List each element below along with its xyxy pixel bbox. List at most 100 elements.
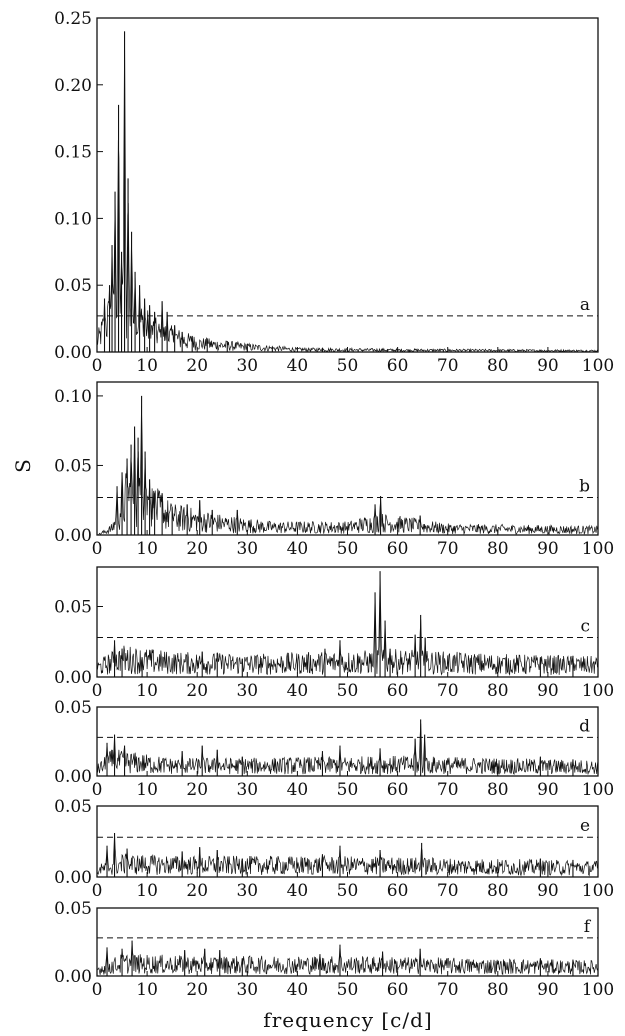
panel-e-xtick-label: 20 — [186, 881, 208, 901]
panel-a-letter: a — [580, 295, 590, 315]
panel-d: d 0.00 0.05 0 10 20 30 40 50 60 70 80 90 100 — [54, 698, 614, 800]
x-axis-label: frequency [c/d] — [263, 1008, 432, 1032]
panel-d-xtick-label: 70 — [437, 780, 459, 800]
panel-f-xtick-label: 70 — [437, 980, 459, 1000]
panel-b-xtick-label: 50 — [337, 539, 359, 559]
panel-b-xtick-label: 70 — [437, 539, 459, 559]
panel-b-xtick-label: 40 — [287, 539, 309, 559]
panel-f-xtick-label: 100 — [582, 980, 614, 1000]
panel-f-xtick-label: 30 — [236, 980, 258, 1000]
panel-e-xtick-label: 50 — [337, 881, 359, 901]
panel-e-xtick-label: 60 — [387, 881, 409, 901]
panel-a: a 0.00 0.05 0.10 0.15 0.20 0.25 0 10 20 30 40 50 60 70… — [54, 9, 614, 376]
panel-a-ytick-label: 0.10 — [54, 209, 92, 229]
panel-c-ytick-label: 0.00 — [54, 668, 92, 688]
panel-a-xtick-label: 60 — [387, 356, 409, 376]
panel-e-xtick-label: 80 — [487, 881, 509, 901]
panel-f-letter: f — [584, 917, 592, 937]
panel-c-xtick-label: 80 — [487, 681, 509, 701]
panel-a-xtick-label: 50 — [337, 356, 359, 376]
panel-c-letter: c — [580, 617, 590, 637]
panel-f-spectrum-line — [96, 940, 599, 975]
panel-b-ytick-label: 0.10 — [54, 387, 92, 407]
panel-b-xtick-label: 10 — [136, 539, 158, 559]
panel-d-ytick-label: 0.00 — [54, 767, 92, 787]
panel-c-xtick-label: 90 — [537, 681, 559, 701]
panel-e-xtick-label: 100 — [582, 881, 614, 901]
y-axis-label: S — [11, 459, 35, 473]
panel-f-xtick-label: 0 — [92, 980, 103, 1000]
panel-f: f 0.00 0.05 0 10 20 30 40 50 60 70 80 90 100 — [54, 899, 614, 1000]
panel-a-ytick-label: 0.00 — [54, 343, 92, 363]
panel-d-spectrum-line — [96, 723, 599, 775]
panel-f-xtick-label: 50 — [337, 980, 359, 1000]
panel-c-xtick-label: 10 — [136, 681, 158, 701]
panel-a-spectrum-line — [96, 31, 599, 353]
panel-b-xtick-label: 30 — [236, 539, 258, 559]
panel-c: c 0.00 0.05 0 10 20 30 40 50 60 70 80 90 100 — [54, 566, 614, 701]
panel-d-xtick-label: 0 — [92, 780, 103, 800]
panel-e-xtick-label: 90 — [537, 881, 559, 901]
panel-e-xtick-label: 0 — [92, 881, 103, 901]
panel-c-spectrum-line — [96, 571, 599, 676]
panel-c-xtick-label: 60 — [387, 681, 409, 701]
panel-d-letter: d — [579, 716, 590, 736]
panel-d-xtick-label: 80 — [487, 780, 509, 800]
panel-a-xtick-label: 40 — [287, 356, 309, 376]
panel-e-xtick-label: 40 — [287, 881, 309, 901]
panel-c-xtick-label: 50 — [337, 681, 359, 701]
panel-f-xtick-label: 90 — [537, 980, 559, 1000]
panel-a-xtick-label: 30 — [236, 356, 258, 376]
panel-d-xtick-label: 40 — [287, 780, 309, 800]
panel-b-xtick-label: 0 — [92, 539, 103, 559]
panel-a-xtick-label: 80 — [487, 356, 509, 376]
panel-c-xtick-label: 40 — [287, 681, 309, 701]
panel-c-xtick-label: 20 — [186, 681, 208, 701]
panel-c-xtick-label: 30 — [236, 681, 258, 701]
panel-c-xtick-label: 0 — [92, 681, 103, 701]
panel-a-xtick-label: 90 — [537, 356, 559, 376]
panel-d-xtick-label: 30 — [236, 780, 258, 800]
panel-b-ytick-label: 0.05 — [54, 456, 92, 476]
panel-e-ytick-label: 0.05 — [54, 797, 92, 817]
panel-f-ytick-label: 0.05 — [54, 899, 92, 919]
panel-d-xtick-label: 50 — [337, 780, 359, 800]
panel-b-xtick-label: 80 — [487, 539, 509, 559]
panel-c-ytick-label: 0.05 — [54, 597, 92, 617]
panel-a-xtick-label: 20 — [186, 356, 208, 376]
panel-d-xtick-label: 90 — [537, 780, 559, 800]
panel-d-xtick-label: 10 — [136, 780, 158, 800]
panel-b-ytick-label: 0.00 — [54, 526, 92, 546]
panel-b-letter: b — [579, 476, 590, 496]
panel-a-xtick-label: 70 — [437, 356, 459, 376]
panel-e-letter: e — [580, 816, 590, 836]
panel-b: b 0.00 0.05 0.10 0 10 20 30 40 50 60 70 80 90 100 — [54, 381, 614, 559]
panel-b-xtick-label: 20 — [186, 539, 208, 559]
panel-a-xtick-label: 100 — [582, 356, 614, 376]
panel-a-ytick-label: 0.25 — [54, 9, 92, 29]
panel-a-ytick-label: 0.15 — [54, 143, 92, 163]
panel-a-ytick-label: 0.05 — [54, 276, 92, 296]
panel-e-xtick-label: 10 — [136, 881, 158, 901]
panel-d-xtick-label: 20 — [186, 780, 208, 800]
panel-a-frame — [96, 17, 599, 353]
panel-e-xtick-label: 70 — [437, 881, 459, 901]
panel-a-xtick-label: 10 — [136, 356, 158, 376]
panel-f-ytick-label: 0.00 — [54, 967, 92, 987]
panel-d-xtick-label: 60 — [387, 780, 409, 800]
panel-a-ytick-label: 0.20 — [54, 76, 92, 96]
panel-e: e 0.00 0.05 0 10 20 30 40 50 60 70 80 90 100 — [54, 797, 614, 901]
panel-c-xtick-label: 70 — [437, 681, 459, 701]
panel-b-xtick-label: 60 — [387, 539, 409, 559]
panel-f-xtick-label: 10 — [136, 980, 158, 1000]
panel-d-xtick-label: 100 — [582, 780, 614, 800]
panel-d-ytick-label: 0.05 — [54, 698, 92, 718]
panel-f-xtick-label: 60 — [387, 980, 409, 1000]
panel-f-xtick-label: 40 — [287, 980, 309, 1000]
panel-a-xtick-label: 0 — [92, 356, 103, 376]
panel-f-xtick-label: 20 — [186, 980, 208, 1000]
panel-e-xtick-label: 30 — [236, 881, 258, 901]
panel-b-xtick-label: 90 — [537, 539, 559, 559]
panel-f-xtick-label: 80 — [487, 980, 509, 1000]
